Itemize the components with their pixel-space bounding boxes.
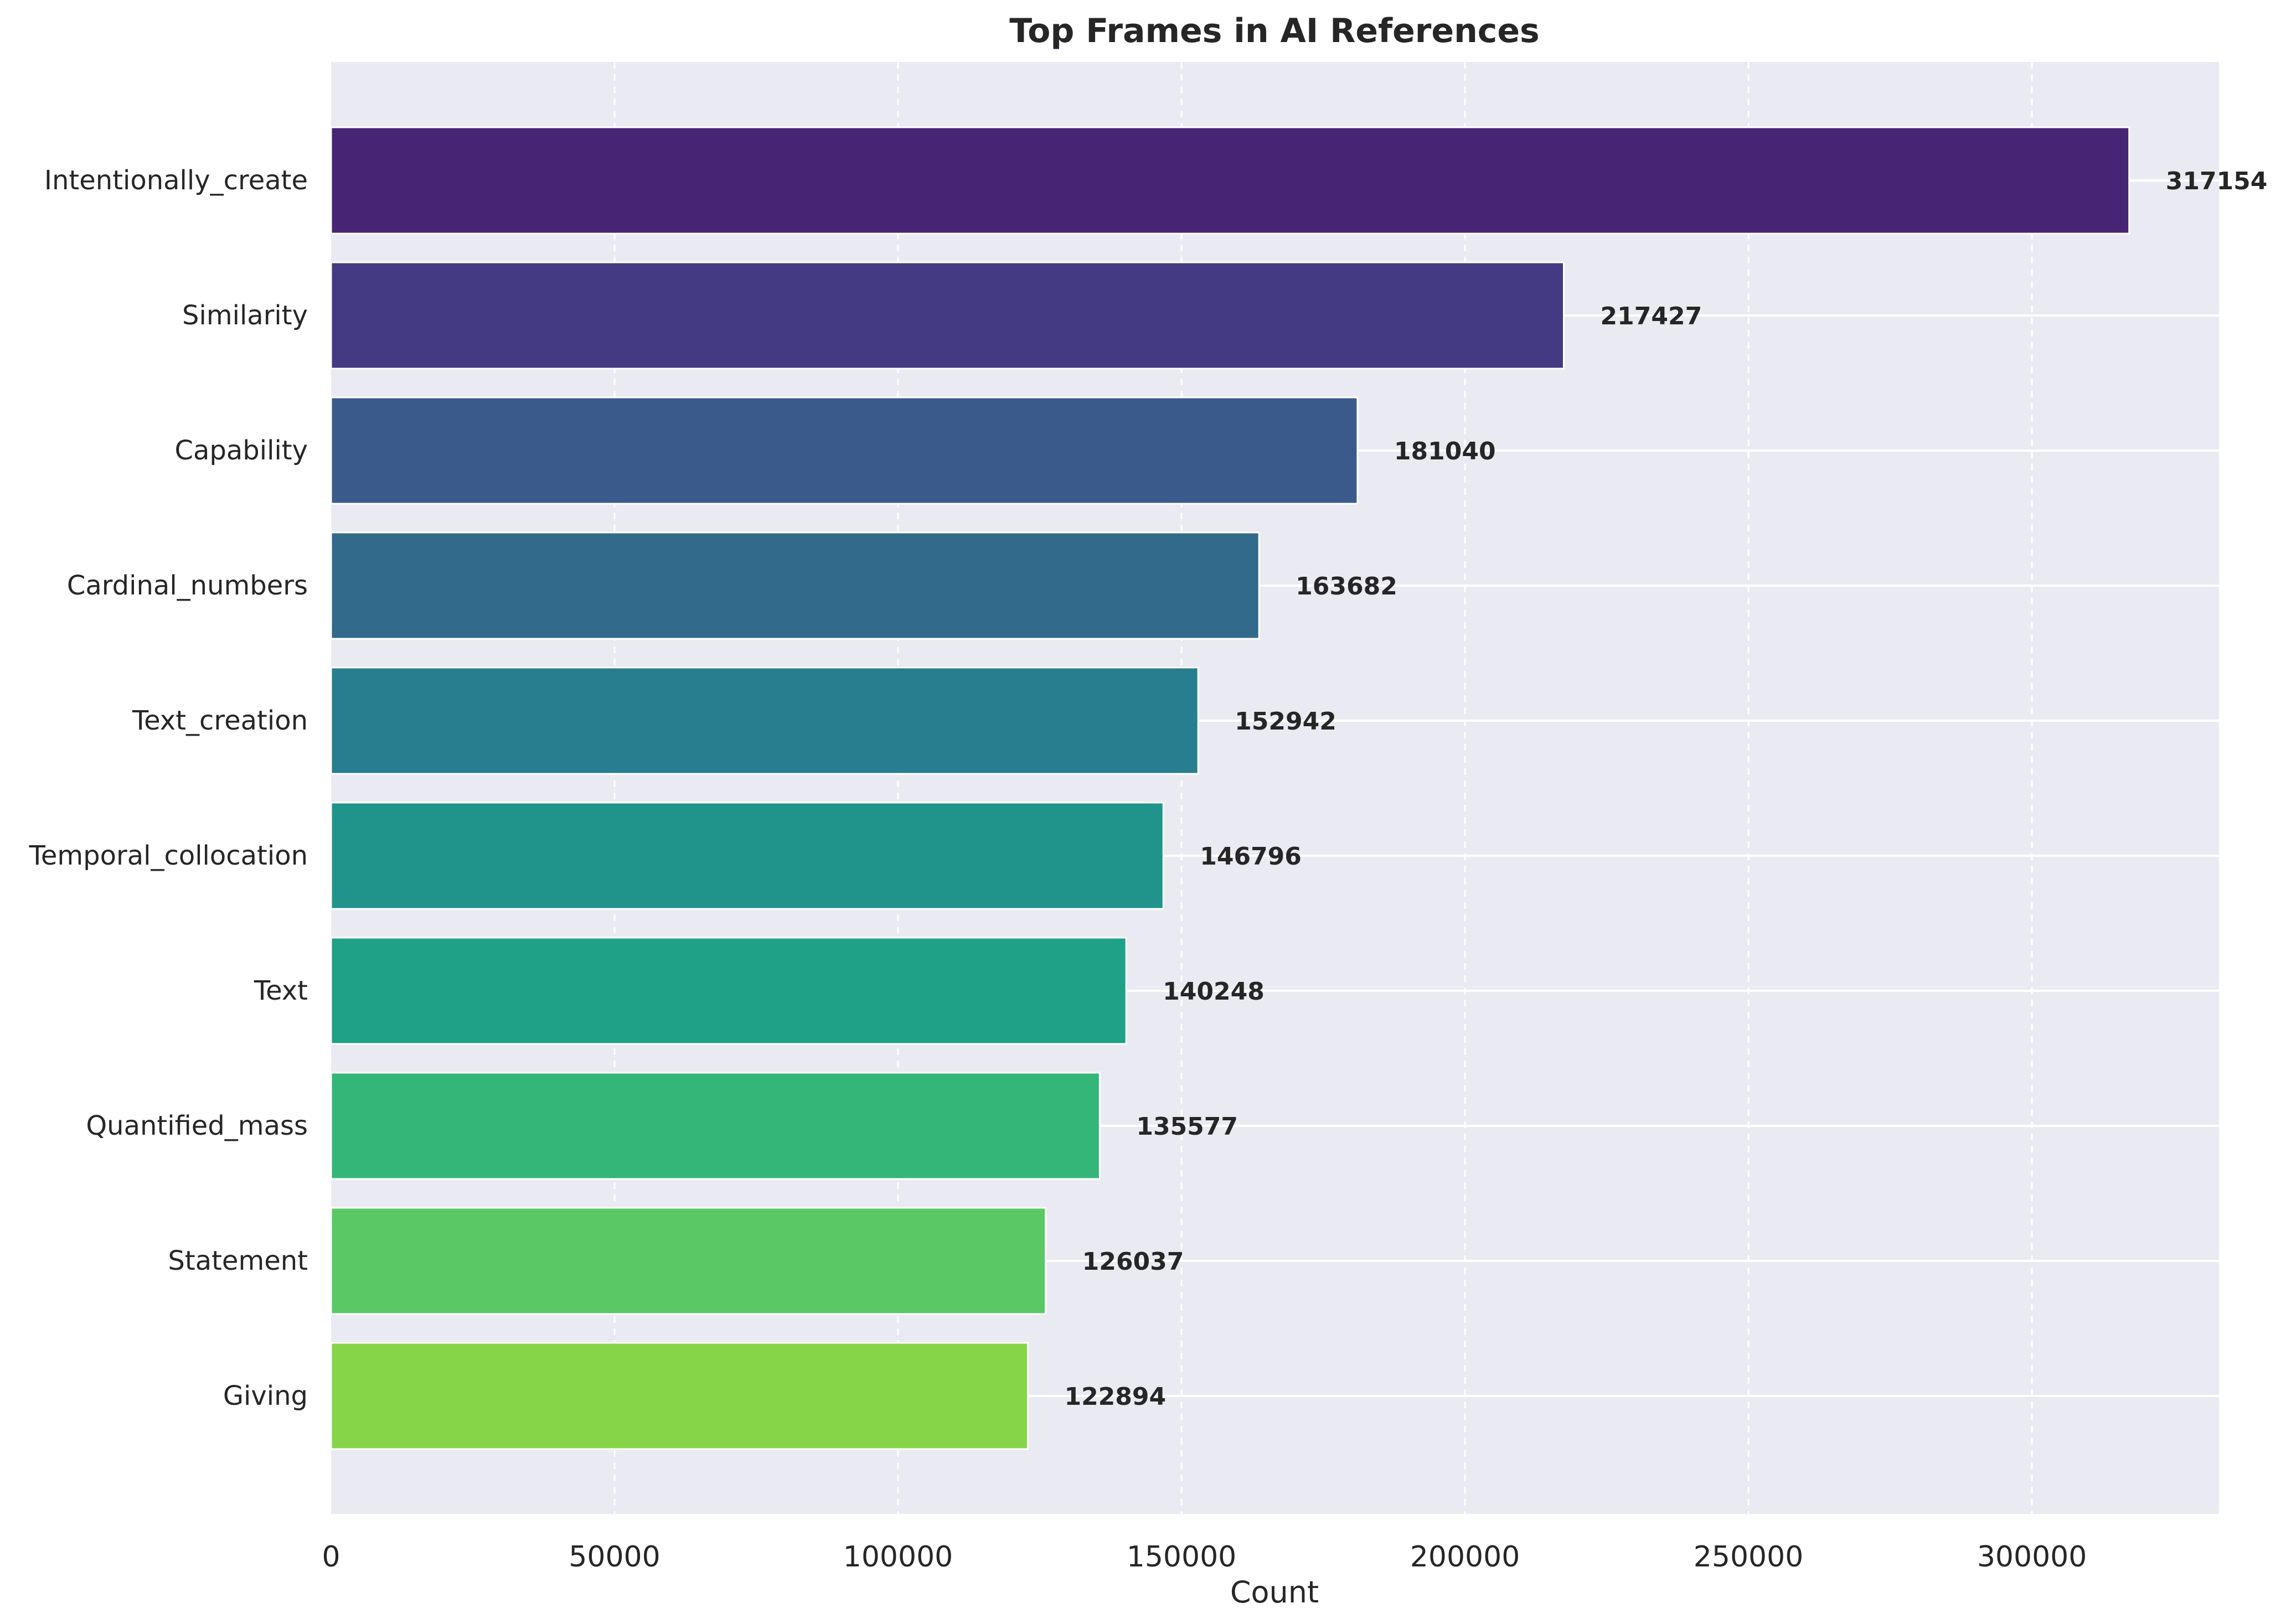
x-tick-label: 150000 — [1127, 1540, 1237, 1574]
x-tick-label: 200000 — [1410, 1540, 1520, 1574]
bar-value-label: 163682 — [1296, 572, 1397, 601]
x-tick-label: 50000 — [569, 1540, 660, 1574]
bar-value-label: 126037 — [1082, 1248, 1184, 1276]
x-tick-label: 300000 — [1977, 1540, 2087, 1574]
y-tick-label: Quantified_mass — [86, 1110, 308, 1141]
bar-value-label: 152942 — [1235, 707, 1336, 736]
y-tick-label: Similarity — [182, 300, 308, 331]
bars — [330, 126, 2130, 1450]
bar-value-label: 135577 — [1136, 1113, 1238, 1141]
y-tick-label: Text — [254, 975, 308, 1006]
bar-value-label: 122894 — [1064, 1383, 1166, 1411]
bar — [330, 801, 1164, 910]
bar — [330, 531, 1260, 640]
bar — [330, 261, 1565, 370]
bar — [330, 396, 1359, 505]
bar — [330, 1207, 1047, 1315]
bar-value-label: 317154 — [2166, 167, 2268, 195]
chart-title: Top Frames in AI References — [1009, 12, 1540, 50]
bar-value-label: 140248 — [1163, 977, 1265, 1006]
y-tick-label: Text_creation — [132, 705, 308, 736]
bar-value-label: 181040 — [1394, 437, 1496, 466]
y-tick-label: Capability — [174, 435, 308, 466]
bar — [330, 126, 2130, 235]
x-tick-label: 250000 — [1694, 1540, 1804, 1574]
bar — [330, 1342, 1029, 1450]
bar — [330, 937, 1127, 1045]
bar-value-label: 146796 — [1200, 842, 1302, 871]
value-labels: 317154 217427 181040 163682 152942 146796 1402… — [1064, 167, 2267, 1411]
y-tick-label: Cardinal_numbers — [67, 570, 308, 601]
y-tick-label: Intentionally_create — [44, 165, 308, 196]
bar-value-label: 217427 — [1601, 302, 1702, 330]
y-tick-label: Statement — [168, 1245, 308, 1276]
y-tick-labels: Intentionally_create Similarity Capability… — [29, 165, 308, 1411]
y-tick-label: Temporal_collocation — [29, 840, 308, 871]
x-tick-label: 100000 — [843, 1540, 953, 1574]
bar — [330, 666, 1199, 775]
x-tick-labels: 0 50000 100000 150000 200000 250000 300000 — [322, 1540, 2087, 1574]
bar — [330, 1072, 1101, 1180]
x-axis-label: Count — [1230, 1575, 1319, 1610]
x-tick-label: 0 — [322, 1540, 340, 1574]
y-tick-label: Giving — [223, 1380, 308, 1411]
